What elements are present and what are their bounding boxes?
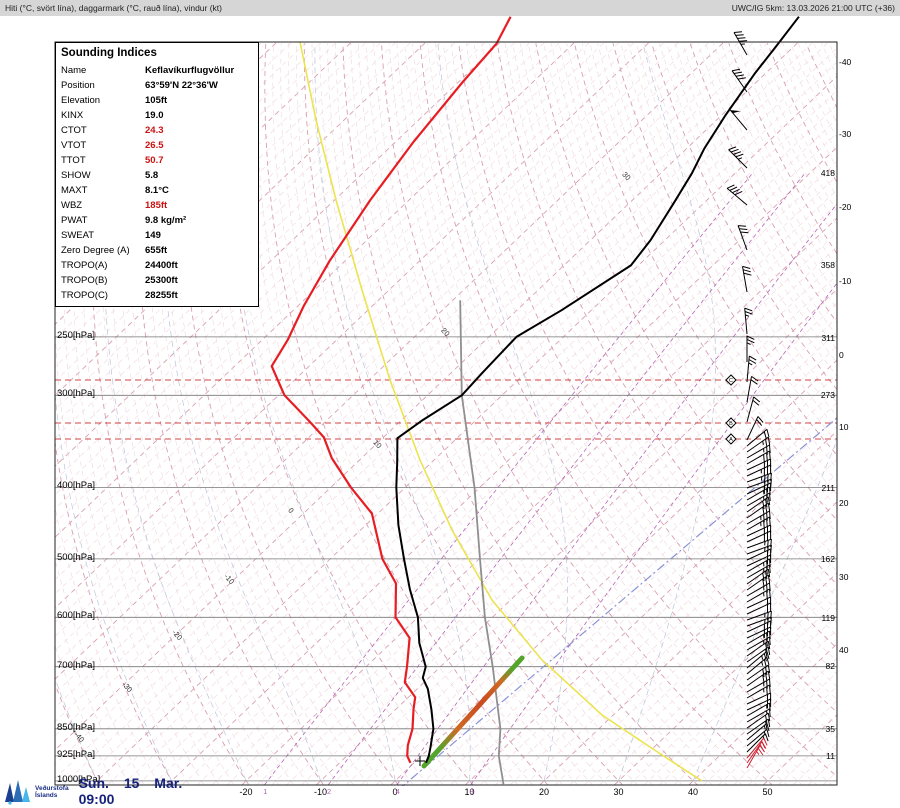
dewpoint-curve [270, 16, 512, 764]
temperature-curve [395, 16, 800, 764]
indices-row: TROPO(C) 28255ft [56, 288, 258, 303]
indices-row: KINX 19.0 [56, 108, 258, 123]
indices-row: TROPO(A) 24400ft [56, 258, 258, 273]
index-label: Position [61, 80, 95, 91]
index-label: Name [61, 65, 87, 76]
index-label: KINX [61, 110, 84, 121]
logo-text: Veðurstofa Íslands [35, 784, 69, 799]
index-value: 26.5 [145, 140, 164, 151]
indices-row: MAXT 8.1°C [56, 183, 258, 198]
footer: Veðurstofa Íslands Sun. 15 Mar. 09:00 [2, 775, 183, 807]
valid-hour: 09:00 [78, 790, 115, 807]
indices-row: TTOT 50.7 [56, 153, 258, 168]
index-value: 24.3 [145, 125, 164, 136]
index-label: TTOT [61, 155, 86, 166]
index-value: 50.7 [145, 155, 164, 166]
index-label: TROPO(C) [61, 290, 108, 301]
index-value: 28255ft [145, 290, 178, 301]
index-label: Elevation [61, 95, 101, 106]
indices-row: Elevation 105ft [56, 93, 258, 108]
index-value: 5.8 [145, 170, 159, 181]
top-status-bar: Hiti (°C, svört lína), daggarmark (°C, r… [0, 0, 900, 16]
index-value: 63°59'N 22°36'W [145, 80, 218, 91]
indices-title: Sounding Indices [61, 47, 157, 59]
legend-text: Hiti (°C, svört lína), daggarmark (°C, r… [5, 3, 222, 13]
model-run-text: UWC/IG 5km: 13.03.2026 21:00 UTC (+36) [731, 3, 895, 13]
curves [270, 16, 837, 786]
indices-row: SHOW 5.8 [56, 168, 258, 183]
index-label: MAXT [61, 185, 88, 196]
index-label: TROPO(A) [61, 260, 108, 271]
index-value: 105ft [145, 95, 168, 106]
index-label: SHOW [61, 170, 91, 181]
index-value: 9.8 kg/m² [145, 215, 187, 226]
index-value: 8.1°C [145, 185, 169, 196]
zero-isotherm-line [401, 417, 837, 786]
energy-layer-segment [421, 655, 525, 769]
valid-time: Sun. 15 Mar. 09:00 [78, 775, 183, 807]
index-label: Zero Degree (A) [61, 245, 130, 256]
pressure-gridlines [55, 336, 837, 782]
indices-row: Position 63°59'N 22°36'W [56, 78, 258, 93]
index-label: VTOT [61, 140, 87, 151]
parcel-curve-gray [459, 300, 505, 785]
indices-rows: Name Keflavíkurflugvöllur Position 63°59'N … [56, 63, 258, 303]
tropopause-letter: B [729, 421, 733, 427]
station-marker [415, 756, 425, 766]
index-label: WBZ [61, 200, 83, 211]
tropopause-marker [725, 374, 737, 386]
indices-row: VTOT 26.5 [56, 138, 258, 153]
index-label: SWEAT [61, 230, 95, 241]
sounding-indices-panel: Sounding Indices Name Keflavíkurflugvöllu… [55, 42, 259, 307]
index-value: 655ft [145, 245, 168, 256]
reference-curve-yellow [299, 41, 703, 782]
indices-row: WBZ 185ft [56, 198, 258, 213]
tropopause-letter: A [729, 437, 733, 443]
index-value: 24400ft [145, 260, 178, 271]
index-value: 25300ft [145, 275, 178, 286]
indices-row: SWEAT 149 [56, 228, 258, 243]
index-label: CTOT [61, 125, 87, 136]
index-value: 185ft [145, 200, 168, 211]
indices-row: TROPO(B) 25300ft [56, 273, 258, 288]
indices-row: Zero Degree (A) 655ft [56, 243, 258, 258]
indices-row: CTOT 24.3 [56, 123, 258, 138]
indices-row: PWAT 9.8 kg/m² [56, 213, 258, 228]
valid-date: Sun. 15 Mar. [78, 775, 183, 791]
index-label: TROPO(B) [61, 275, 108, 286]
wind-barbs [726, 31, 772, 769]
tropopause-marker [725, 433, 737, 445]
tropopause-letter: C [729, 378, 733, 384]
vedurstofa-logo [5, 779, 30, 805]
index-label: PWAT [61, 215, 88, 226]
plot-frame [54, 41, 838, 786]
index-value: 19.0 [145, 110, 164, 121]
indices-row: Name Keflavíkurflugvöllur [56, 63, 258, 78]
index-value: 149 [145, 230, 161, 241]
index-value: Keflavíkurflugvöllur [145, 65, 235, 76]
tropopause-marker [725, 417, 737, 429]
